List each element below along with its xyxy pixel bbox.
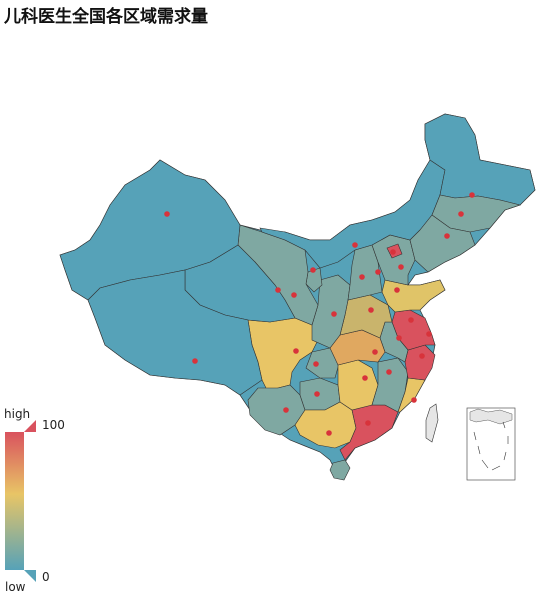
marker-fuzhou: [411, 397, 417, 403]
capital-markers: [164, 192, 475, 436]
marker-yinchuan: [310, 267, 316, 273]
region-heilongjiang[interactable]: [424, 113, 536, 206]
marker-shijiazhuang: [375, 269, 381, 275]
marker-nanchang: [386, 369, 392, 375]
south-china-sea-inset: [466, 407, 516, 481]
legend-low-handle[interactable]: [24, 570, 36, 582]
marker-harbin: [469, 192, 475, 198]
marker-hefei: [396, 335, 402, 341]
marker-hohhot: [352, 242, 358, 248]
marker-shanghai: [426, 331, 432, 337]
region-inner-mongolia[interactable]: [259, 159, 446, 269]
legend-high-label: high: [4, 407, 31, 421]
marker-beijing: [390, 249, 396, 255]
region-shandong[interactable]: [381, 279, 446, 313]
marker-shenyang: [444, 233, 450, 239]
marker-lhasa: [192, 358, 198, 364]
map-title: 儿科医生全国各区域需求量: [4, 7, 208, 27]
marker-changchun: [458, 211, 464, 217]
region-liaoning[interactable]: [409, 214, 476, 273]
marker-nanning: [326, 430, 332, 436]
marker-hangzhou: [419, 353, 425, 359]
marker-xining: [275, 287, 281, 293]
marker-wuhan: [372, 349, 378, 355]
marker-jinan: [394, 287, 400, 293]
region-tibet[interactable]: [87, 269, 263, 396]
marker-chengdu: [293, 348, 299, 354]
marker-lanzhou: [291, 292, 297, 298]
legend-gradient-bar: [5, 432, 24, 570]
legend-high-handle[interactable]: [24, 420, 36, 432]
marker-guangzhou: [365, 420, 371, 426]
marker-urumqi: [164, 211, 170, 217]
marker-kunming: [283, 407, 289, 413]
legend-max-value: 100: [42, 418, 65, 432]
marker-zhengzhou: [368, 307, 374, 313]
marker-changsha: [362, 375, 368, 381]
marker-taiyuan: [359, 274, 365, 280]
marker-nanjing: [408, 317, 414, 323]
legend-min-value: 0: [42, 570, 50, 584]
marker-guiyang: [314, 391, 320, 397]
legend-low-label: low: [5, 580, 26, 594]
marker-xian: [331, 311, 337, 317]
marker-tianjin: [398, 264, 404, 270]
marker-chongqing: [313, 361, 319, 367]
region-hainan[interactable]: [329, 459, 351, 481]
region-taiwan[interactable]: [425, 403, 439, 443]
visual-map-legend[interactable]: [5, 420, 36, 582]
region-zhejiang[interactable]: [404, 344, 436, 381]
